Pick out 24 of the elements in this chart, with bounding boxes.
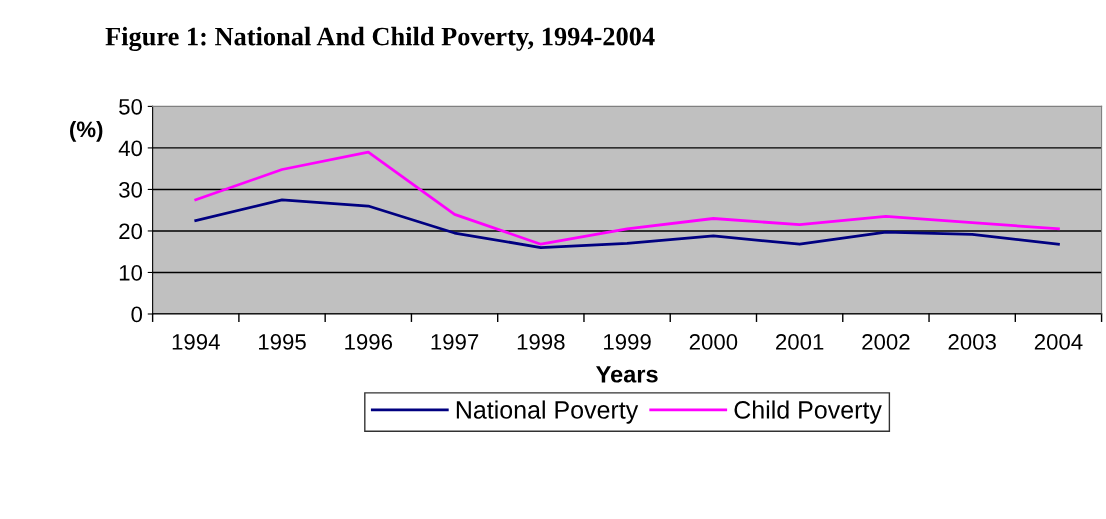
x-tick-label: 2004 xyxy=(1034,334,1083,350)
x-tick-label: 2002 xyxy=(862,334,910,350)
x-tick-label: 1995 xyxy=(259,334,306,350)
x-tick-label: 2003 xyxy=(948,334,996,350)
y-tick-label: 0 xyxy=(131,306,143,323)
x-tick-label: 1999 xyxy=(604,334,651,350)
line-series xyxy=(194,150,1060,246)
y-tick-label: 30 xyxy=(119,181,143,198)
y-tick-label: 10 xyxy=(119,265,143,281)
line-series xyxy=(194,198,1060,249)
y-tick-label: 20 xyxy=(119,223,143,240)
y-tick-label: 40 xyxy=(118,140,143,157)
x-tick-label: 1996 xyxy=(345,334,393,350)
x-tick-label: 2001 xyxy=(776,334,824,350)
x-tick-label: 1998 xyxy=(517,334,565,350)
legend-label: National Poverty xyxy=(456,400,639,424)
legend-label: Child Poverty xyxy=(734,400,882,424)
chart-title: Figure 1: National And Child Poverty, 1994-2004 xyxy=(105,26,655,51)
x-tick-label: 2000 xyxy=(689,334,738,350)
x-tick-label: 1994 xyxy=(172,334,220,350)
y-tick-label: 50 xyxy=(119,98,143,115)
x-axis-title: Years xyxy=(595,366,658,383)
x-tick-label: 1997 xyxy=(431,334,479,350)
y-axis-title: (%) xyxy=(70,120,103,142)
